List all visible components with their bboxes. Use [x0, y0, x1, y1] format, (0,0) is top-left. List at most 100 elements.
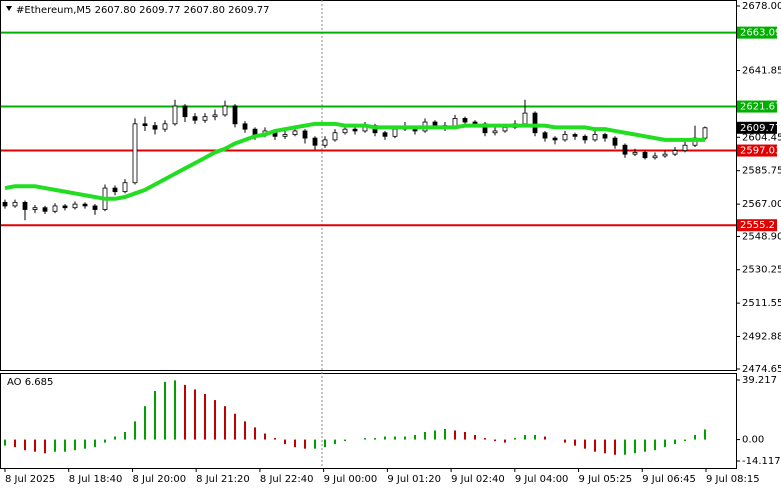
- candle-body: [12, 201, 18, 207]
- candle-body: [332, 132, 338, 141]
- x-tick-label: 9 Jul 02:40: [451, 474, 505, 485]
- ao-title: AO 6.685: [7, 377, 53, 388]
- candle-body: [472, 121, 478, 125]
- candle-body: [282, 134, 288, 137]
- candle-body: [202, 116, 208, 121]
- candle-body: [302, 130, 308, 139]
- candle-body: [642, 151, 648, 159]
- candle-body: [432, 121, 438, 127]
- candle-body: [212, 114, 218, 118]
- level-tag: [737, 219, 777, 232]
- ao-frame: [0, 373, 737, 469]
- y-tick-label: 2567.00: [742, 199, 781, 210]
- y-tick-label: 2678.00: [742, 1, 781, 12]
- candle-body: [632, 151, 638, 155]
- candle-body: [652, 155, 658, 159]
- candle-body: [392, 128, 398, 137]
- y-tick-label: 2641.85: [742, 66, 781, 77]
- candle-body: [502, 126, 508, 132]
- candle-body: [532, 112, 538, 134]
- candle-body: [702, 127, 708, 139]
- candle-body: [542, 132, 548, 139]
- candle-body: [82, 203, 88, 207]
- candle-body: [492, 130, 498, 134]
- x-tick-label: 8 Jul 2025: [5, 474, 55, 485]
- candle-body: [142, 123, 148, 127]
- candle-body: [132, 123, 138, 184]
- candle-body: [242, 123, 248, 130]
- candle-body: [292, 130, 298, 135]
- candle-body: [612, 137, 618, 146]
- candle-body: [602, 134, 608, 139]
- candle-body: [72, 203, 78, 209]
- candle-body: [112, 187, 118, 193]
- price-label: 2609.77: [740, 123, 781, 134]
- chart-title: #Ethereum,M5 2607.80 2609.77 2607.80 260…: [16, 5, 270, 16]
- x-tick-label: 8 Jul 18:40: [69, 474, 123, 485]
- candle-body: [462, 118, 468, 123]
- candle-body: [552, 137, 558, 141]
- candle-body: [522, 112, 528, 125]
- candle-body: [232, 105, 238, 125]
- price-tag: [737, 121, 777, 134]
- level-tag: [737, 100, 777, 113]
- candle-body: [622, 144, 628, 155]
- ao-tick-label: 39.217: [742, 375, 777, 386]
- candle-body: [352, 128, 358, 132]
- candle-body: [672, 150, 678, 155]
- y-tick-label: 2492.88: [742, 331, 781, 342]
- candle-body: [52, 205, 58, 212]
- candle-body: [342, 128, 348, 134]
- ao-tick-label: -14.117: [742, 456, 781, 467]
- x-tick-label: 9 Jul 00:00: [324, 474, 378, 485]
- candle-body: [162, 123, 168, 130]
- candle-body: [152, 125, 158, 130]
- level-label: 2621.67: [740, 102, 781, 113]
- candle-body: [42, 207, 48, 212]
- menu-triangle: [6, 6, 12, 11]
- candle-body: [382, 132, 388, 137]
- candle-body: [572, 134, 578, 137]
- candle-body: [582, 135, 588, 141]
- candle-body: [2, 201, 8, 207]
- y-tick-label: 2604.45: [742, 132, 781, 143]
- candle-body: [662, 153, 668, 157]
- candle-body: [32, 207, 38, 210]
- level-label: 2597.03: [740, 146, 781, 157]
- candle-body: [22, 201, 28, 210]
- y-tick-label: 2530.25: [742, 265, 781, 276]
- candle-body: [192, 116, 198, 121]
- candle-body: [562, 134, 568, 141]
- level-label: 2663.09: [740, 28, 781, 39]
- candle-body: [92, 205, 98, 210]
- level-label: 2555.2: [740, 220, 775, 231]
- y-tick-label: 2548.90: [742, 231, 781, 242]
- x-tick-label: 9 Jul 01:20: [387, 474, 441, 485]
- candle-body: [252, 128, 258, 135]
- x-tick-label: 9 Jul 06:45: [642, 474, 696, 485]
- candle-body: [592, 134, 598, 141]
- candle-body: [322, 139, 328, 146]
- candle-body: [682, 144, 688, 151]
- y-tick-label: 2585.75: [742, 166, 781, 177]
- moving-average: [4, 121, 705, 201]
- candle-body: [122, 182, 128, 193]
- x-tick-label: 9 Jul 08:15: [706, 474, 760, 485]
- level-tag: [737, 26, 777, 39]
- x-tick-label: 9 Jul 05:25: [579, 474, 633, 485]
- candle-body: [312, 137, 318, 146]
- x-tick-label: 9 Jul 04:00: [515, 474, 569, 485]
- level-tag: [737, 144, 777, 157]
- ao-tick-label: 0.00: [742, 435, 764, 446]
- x-tick-label: 8 Jul 21:20: [196, 474, 250, 485]
- x-tick-label: 8 Jul 22:40: [260, 474, 314, 485]
- x-tick-label: 8 Jul 20:00: [132, 474, 186, 485]
- candle-body: [182, 105, 188, 118]
- y-tick-label: 2474.65: [742, 364, 781, 375]
- candle-body: [62, 205, 68, 209]
- y-tick-label: 2511.55: [742, 298, 781, 309]
- main-frame: [0, 0, 737, 371]
- candle-body: [222, 105, 228, 116]
- candle-body: [172, 105, 178, 125]
